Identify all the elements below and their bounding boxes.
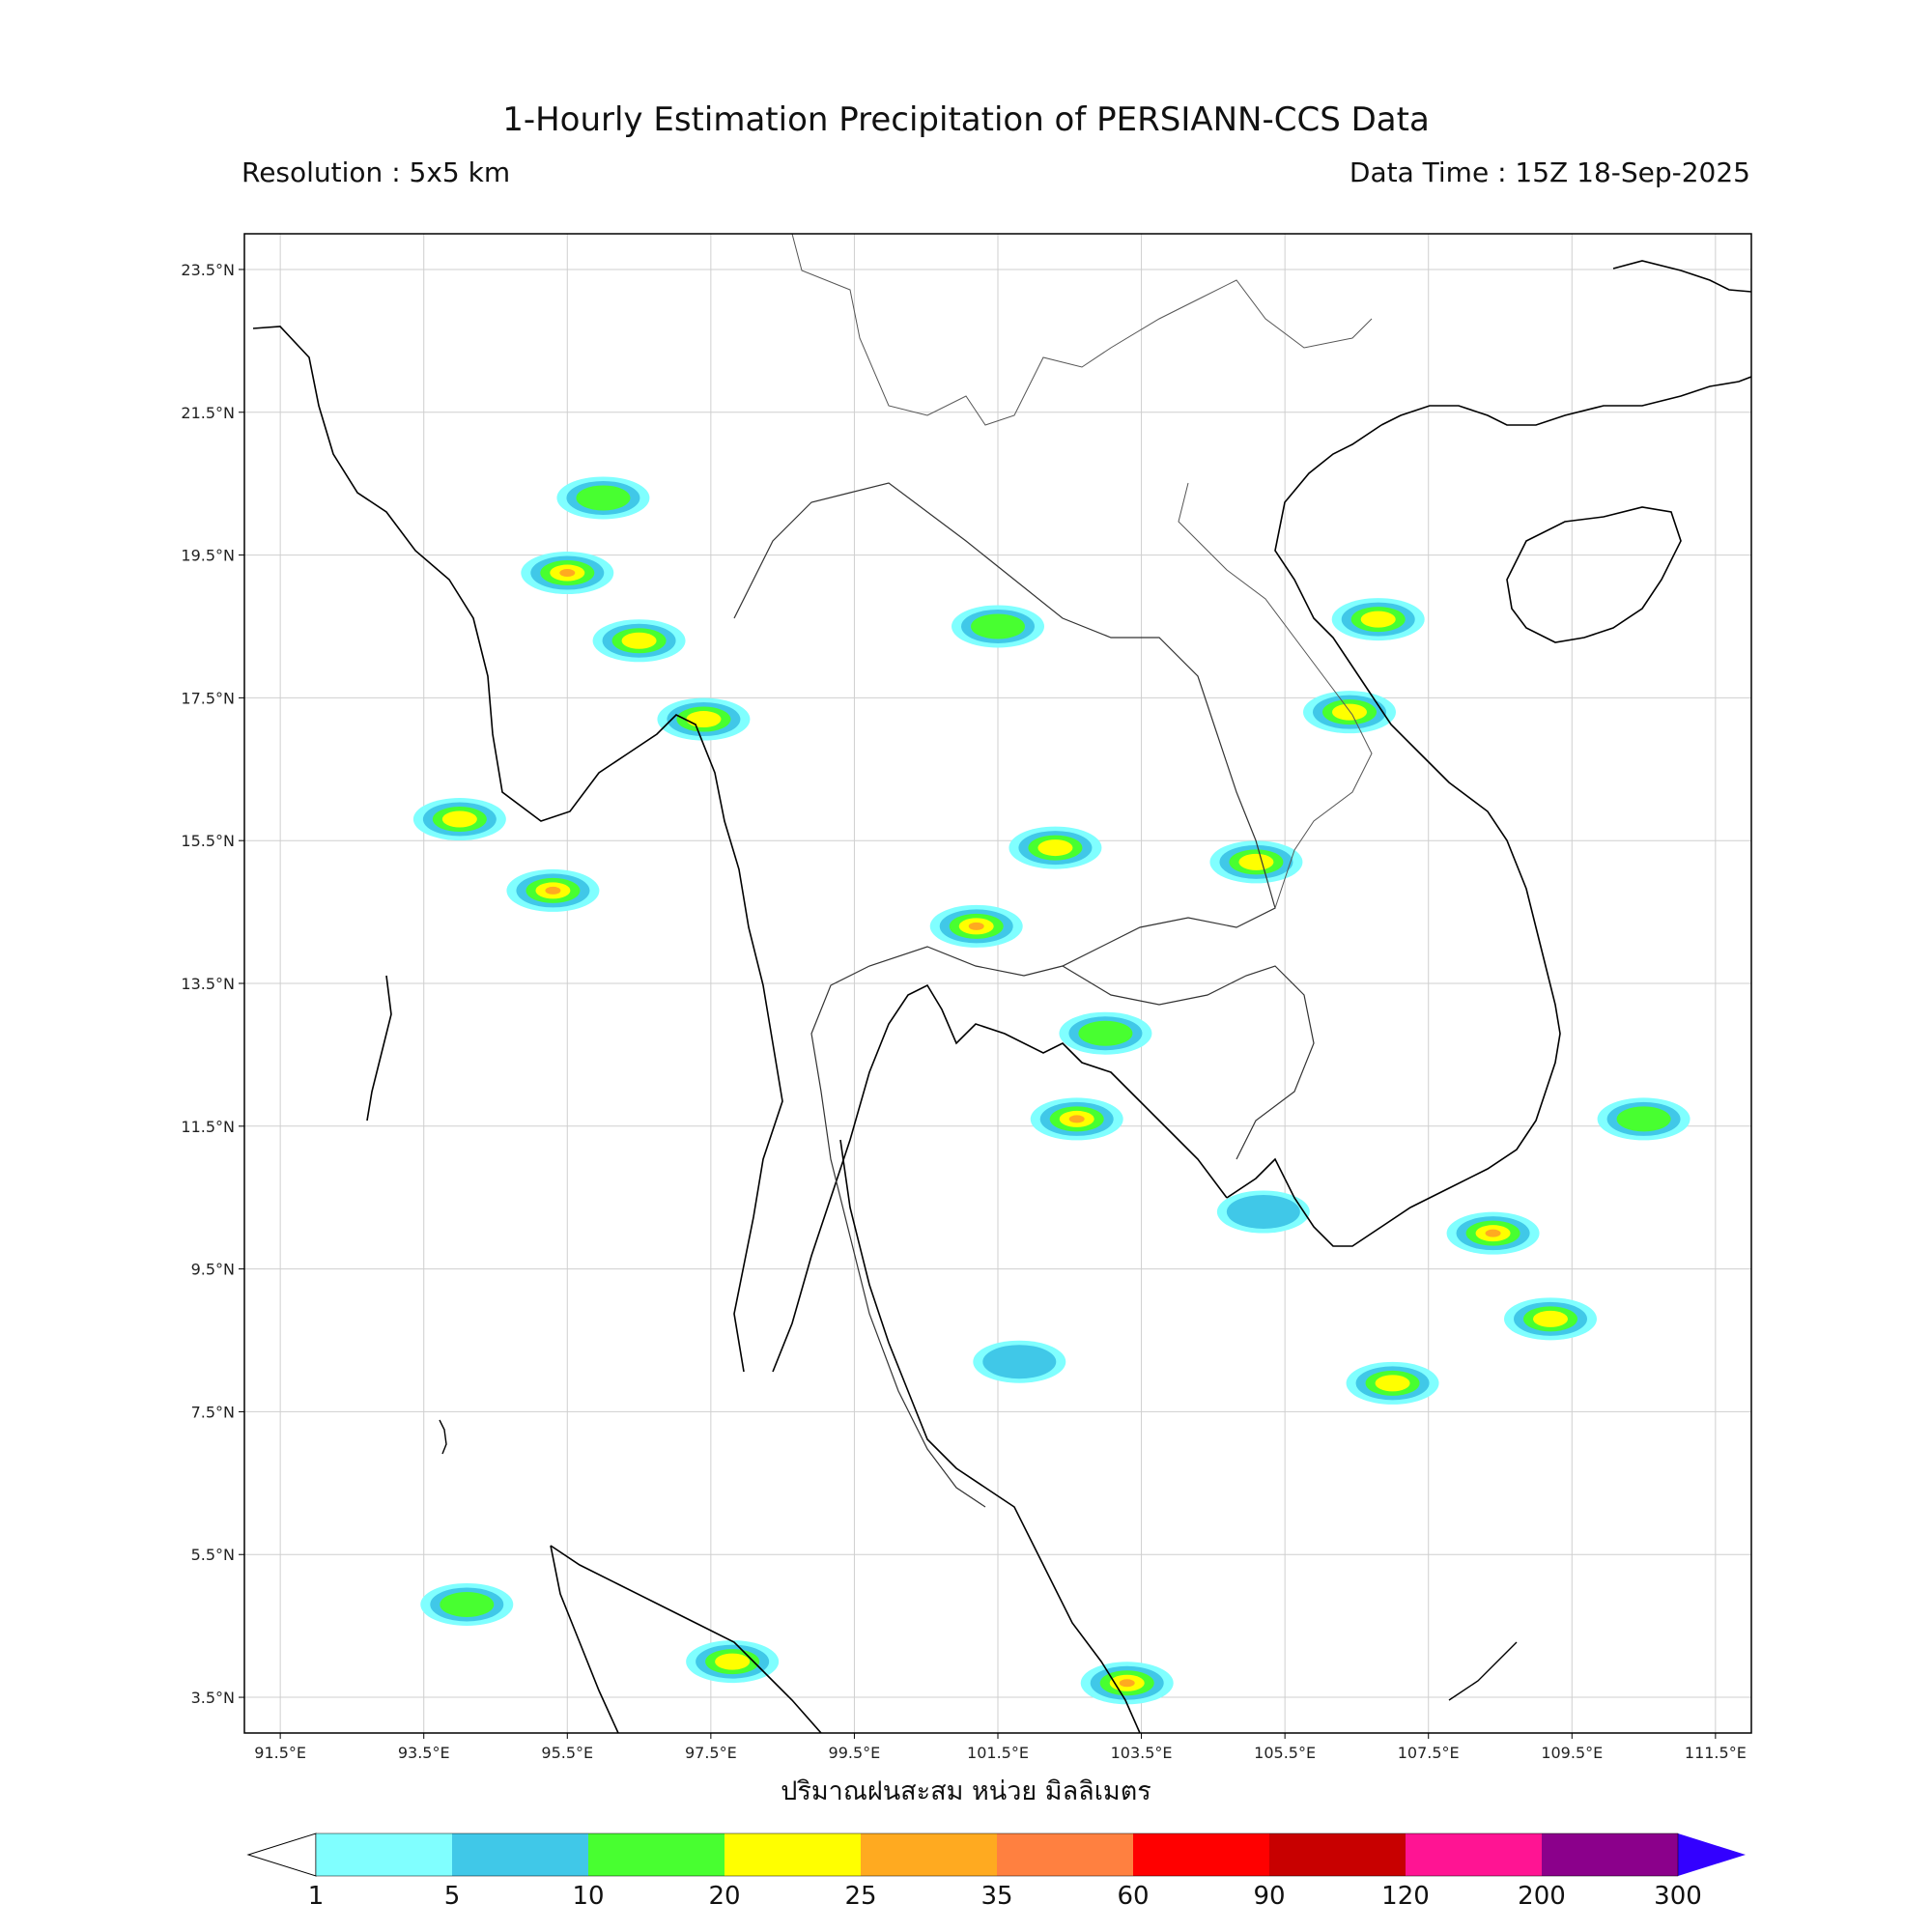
lon-tick-label: 93.5°E: [398, 1744, 450, 1762]
rain-cell: [440, 1591, 495, 1617]
rain-cell: [559, 569, 576, 578]
rain-cell: [1078, 1020, 1133, 1046]
rain-cell: [971, 613, 1025, 639]
gridlines: [244, 234, 1751, 1733]
lat-tick-label: 21.5°N: [181, 404, 235, 422]
colorbar-segment: [452, 1833, 589, 1876]
rain-cell: [1533, 1310, 1568, 1327]
lat-tick-label: 17.5°N: [181, 689, 235, 707]
international-borders: [791, 234, 1373, 426]
colorbar-label: 20: [708, 1882, 741, 1911]
colorbar-segment: [1269, 1833, 1406, 1876]
coastlines: [252, 260, 1751, 1733]
rain-cell: [1238, 853, 1274, 870]
thailand-border: [733, 482, 1276, 1508]
data-time-label: Data Time : 15Z 18-Sep-2025: [1349, 156, 1750, 188]
rain-cell: [441, 810, 477, 828]
lon-tick-label: 103.5°E: [1111, 1744, 1173, 1762]
colorbar-segment: [1542, 1833, 1679, 1876]
colorbar-label: 25: [844, 1882, 877, 1911]
rain-cell: [1068, 1115, 1085, 1123]
lon-tick-label: 91.5°E: [254, 1744, 306, 1762]
rain-cell: [545, 886, 561, 895]
axis-ticks: 23.5°N 21.5°N 19.5°N 17.5°N 15.5°N 13.5°N 11.5…: [181, 261, 1746, 1762]
rain-cell: [576, 485, 631, 511]
rain-cell: [1332, 703, 1367, 721]
colorbar: [246, 1833, 1746, 1877]
lon-tick-label: 109.5°E: [1541, 1744, 1603, 1762]
colorbar-max-arrow: [1678, 1833, 1746, 1876]
lat-tick-label: 23.5°N: [181, 261, 235, 279]
laos-vietnam-border: [1178, 482, 1373, 909]
coastline-peninsula: [839, 1139, 1141, 1733]
colorbar-segment: [1133, 1833, 1270, 1876]
sumatra-west: [550, 1545, 619, 1733]
colorbar-outline: [315, 1833, 1679, 1877]
colorbar-min-arrow: [246, 1833, 317, 1877]
andaman-islands: [366, 975, 392, 1122]
lon-tick-label: 105.5°E: [1254, 1744, 1316, 1762]
colorbar-label: 5: [443, 1882, 461, 1911]
coastline-vietnam: [1226, 424, 1561, 1247]
colorbar-segment: [316, 1833, 453, 1876]
coastline-gulf: [772, 983, 1228, 1373]
rain-cell: [968, 922, 984, 930]
sumatra-coast: [550, 1545, 822, 1733]
colorbar-segment: [997, 1833, 1134, 1876]
colorbar-label: 35: [980, 1882, 1013, 1911]
lat-tick-label: 19.5°N: [181, 547, 235, 565]
colorbar-segment: [724, 1833, 862, 1876]
colorbar-title: ปริมาณฝนสะสม หน่วย มิลลิเมตร: [781, 1776, 1151, 1806]
precipitation-layer: [412, 476, 1690, 1705]
rain-cell: [621, 632, 657, 649]
colorbar-label: 10: [572, 1882, 605, 1911]
lon-tick-label: 97.5°E: [685, 1744, 737, 1762]
rain-cell: [1375, 1375, 1410, 1392]
lon-tick-label: 111.5°E: [1685, 1744, 1747, 1762]
lon-tick-label: 95.5°E: [541, 1744, 593, 1762]
borneo-coast: [1448, 1641, 1518, 1701]
rain-cell: [1616, 1106, 1671, 1132]
lon-tick-label: 99.5°E: [829, 1744, 881, 1762]
lat-tick-label: 5.5°N: [191, 1546, 235, 1564]
colorbar-label: 300: [1654, 1882, 1702, 1911]
rain-cell: [1226, 1194, 1300, 1229]
lon-tick-label: 107.5°E: [1398, 1744, 1460, 1762]
colorbar-label: 60: [1117, 1882, 1150, 1911]
coastline-myanmar: [252, 326, 783, 1373]
lat-tick-label: 9.5°N: [191, 1261, 235, 1279]
coastline-china: [1380, 376, 1751, 426]
coastline-china-north: [1612, 260, 1751, 293]
colorbar-segment: [861, 1833, 998, 1876]
rain-cell: [1360, 611, 1396, 628]
lat-tick-label: 15.5°N: [181, 832, 235, 850]
admin-borders: [733, 234, 1373, 1508]
lat-tick-label: 11.5°N: [181, 1118, 235, 1136]
colorbar-segment: [1406, 1833, 1543, 1876]
rain-cell: [715, 1653, 751, 1670]
rain-cell: [1485, 1229, 1501, 1237]
cambodia-border: [1062, 965, 1315, 1160]
rain-cell: [1119, 1679, 1135, 1688]
nicobar-islands: [439, 1419, 447, 1455]
rain-cell: [686, 711, 722, 728]
lat-tick-label: 13.5°N: [181, 975, 235, 993]
colorbar-label: 200: [1518, 1882, 1566, 1911]
colorbar-label: 1: [307, 1882, 325, 1911]
map-title: 1-Hourly Estimation Precipitation of PER…: [502, 100, 1430, 139]
colorbar-label: 90: [1253, 1882, 1286, 1911]
hainan-island: [1506, 506, 1682, 643]
lat-tick-label: 7.5°N: [191, 1403, 235, 1421]
rain-cell: [982, 1345, 1057, 1379]
lat-tick-label: 3.5°N: [191, 1689, 235, 1707]
colorbar-segment: [588, 1833, 725, 1876]
colorbar-label: 120: [1381, 1882, 1430, 1911]
resolution-label: Resolution : 5x5 km: [242, 156, 511, 188]
rain-cell: [1037, 839, 1073, 857]
lon-tick-label: 101.5°E: [967, 1744, 1029, 1762]
